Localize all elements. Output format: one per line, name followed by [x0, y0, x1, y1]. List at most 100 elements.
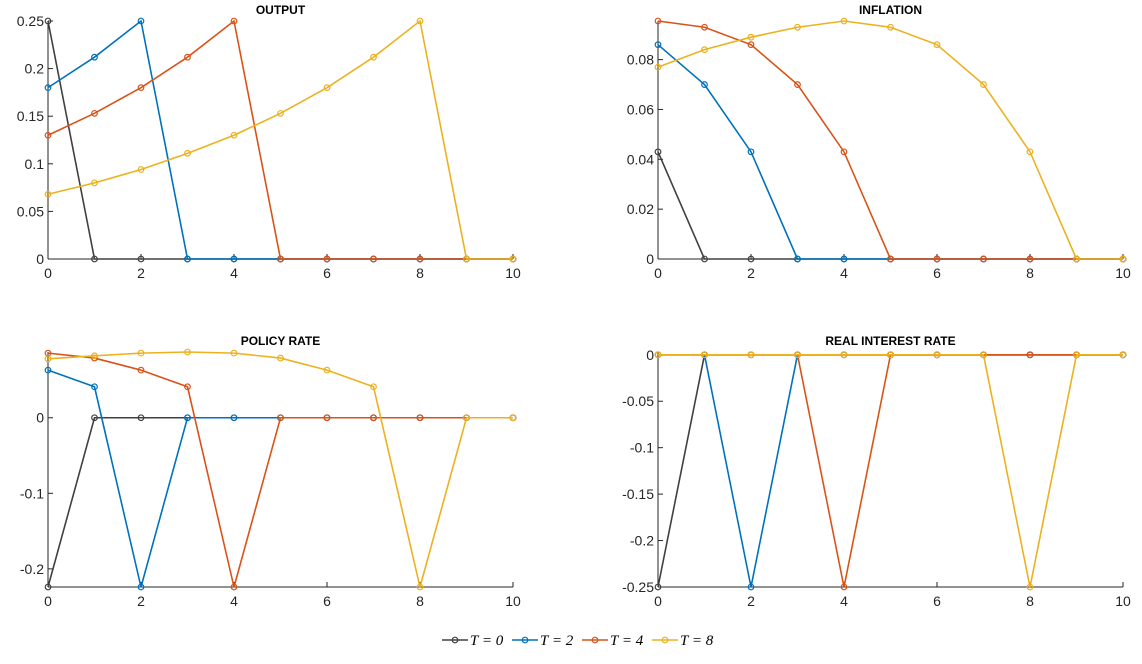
y-tick-label: 0.06 — [627, 101, 654, 117]
y-tick-label: -0.25 — [622, 579, 654, 595]
series-marker — [1026, 255, 1034, 263]
series-marker — [370, 383, 377, 391]
series-marker — [747, 148, 755, 156]
y-tick-label: 0.2 — [25, 61, 45, 77]
x-tick-label: 8 — [416, 265, 424, 281]
legend-label: T = 0 — [470, 633, 504, 649]
series-marker — [44, 84, 52, 92]
x-tick-label: 4 — [230, 593, 238, 609]
series-marker — [416, 414, 424, 422]
y-tick-label: 0 — [36, 251, 44, 267]
series-marker — [887, 255, 894, 263]
legend-marker — [521, 636, 529, 644]
series-marker — [44, 190, 52, 198]
series-marker — [701, 23, 708, 31]
y-tick-label: 0.05 — [17, 203, 44, 219]
series-marker — [840, 351, 848, 359]
series-marker — [137, 17, 145, 25]
series-marker — [654, 17, 662, 25]
series-line — [47, 351, 513, 588]
series-marker — [933, 255, 941, 263]
series-marker — [44, 355, 52, 363]
y-tick-label: 0 — [646, 251, 654, 267]
y-tick-label: -0.2 — [630, 533, 654, 549]
x-tick-label: 0 — [44, 265, 52, 281]
series-marker — [933, 41, 941, 49]
series-line — [47, 19, 513, 260]
y-tick-label: 0.02 — [627, 201, 654, 217]
x-tick-label: 8 — [1026, 265, 1034, 281]
y-tick-label: 0.1 — [25, 156, 45, 172]
legend: T = 0 T = 2 T = 4 T = 8 — [442, 633, 714, 649]
y-tick-label: 0.04 — [627, 151, 654, 167]
series-line — [657, 20, 1123, 260]
series-marker — [44, 583, 52, 591]
series-marker — [137, 255, 145, 263]
y-tick-label: 0.08 — [627, 52, 654, 68]
x-tick-label: 2 — [137, 265, 145, 281]
series-marker — [230, 583, 238, 591]
chart-title: OUTPUT — [256, 3, 306, 17]
series-marker — [654, 351, 662, 359]
series-marker — [1119, 351, 1127, 359]
series-marker — [794, 351, 801, 359]
series-marker — [370, 53, 377, 61]
series-marker — [747, 351, 755, 359]
series-marker — [933, 351, 941, 359]
series-line — [658, 353, 1123, 588]
x-tick-label: 4 — [230, 265, 238, 281]
chart-title: INFLATION — [859, 3, 922, 17]
subplot: OUTPUT 0 0.05 0.1 0.15 0.2 0.25 0 2 4 6 8 10 — [17, 3, 521, 281]
x-tick-label: 2 — [747, 265, 755, 281]
legend-label: T = 2 — [540, 633, 574, 649]
series-marker — [701, 81, 708, 88]
series-marker — [230, 17, 238, 25]
series-marker — [654, 583, 662, 591]
series-marker — [1026, 351, 1034, 359]
series-line — [47, 369, 513, 588]
series-marker — [91, 383, 98, 391]
series-marker — [277, 414, 284, 422]
legend-marker — [451, 636, 459, 644]
series-marker — [91, 109, 98, 117]
x-tick-label: 2 — [747, 593, 755, 609]
y-tick-label: 0 — [36, 410, 44, 426]
series-marker — [747, 583, 755, 591]
legend-marker — [591, 636, 599, 644]
series-marker — [137, 583, 145, 591]
series-marker — [416, 17, 424, 25]
series-marker — [701, 255, 708, 263]
y-tick-label: -0.1 — [630, 440, 654, 456]
series-marker — [277, 354, 284, 362]
x-tick-label: 8 — [1026, 593, 1034, 609]
series-marker — [840, 17, 848, 25]
series-marker — [416, 255, 424, 263]
series-marker — [701, 46, 708, 54]
series-marker — [277, 255, 284, 263]
series-marker — [91, 414, 98, 422]
series-marker — [747, 41, 755, 49]
series-marker — [230, 255, 238, 263]
series-marker — [980, 81, 987, 88]
x-tick-label: 6 — [933, 593, 941, 609]
series-marker — [370, 414, 377, 422]
series-marker — [887, 23, 894, 31]
series-marker — [323, 255, 331, 263]
series-marker — [91, 255, 98, 263]
series-marker — [277, 109, 284, 117]
series-line — [657, 20, 1123, 260]
series-marker — [184, 53, 191, 61]
series-marker — [1026, 583, 1034, 591]
series-marker — [840, 255, 848, 263]
series-marker — [323, 366, 331, 374]
legend-label: T = 4 — [610, 633, 644, 649]
series-line — [47, 19, 513, 260]
series-marker — [184, 149, 191, 157]
series-marker — [230, 414, 238, 422]
series-marker — [44, 17, 52, 25]
y-tick-label: 0 — [646, 347, 654, 363]
series-marker — [137, 84, 145, 92]
series-marker — [184, 348, 191, 356]
x-tick-label: 6 — [933, 265, 941, 281]
series-marker — [463, 414, 470, 422]
